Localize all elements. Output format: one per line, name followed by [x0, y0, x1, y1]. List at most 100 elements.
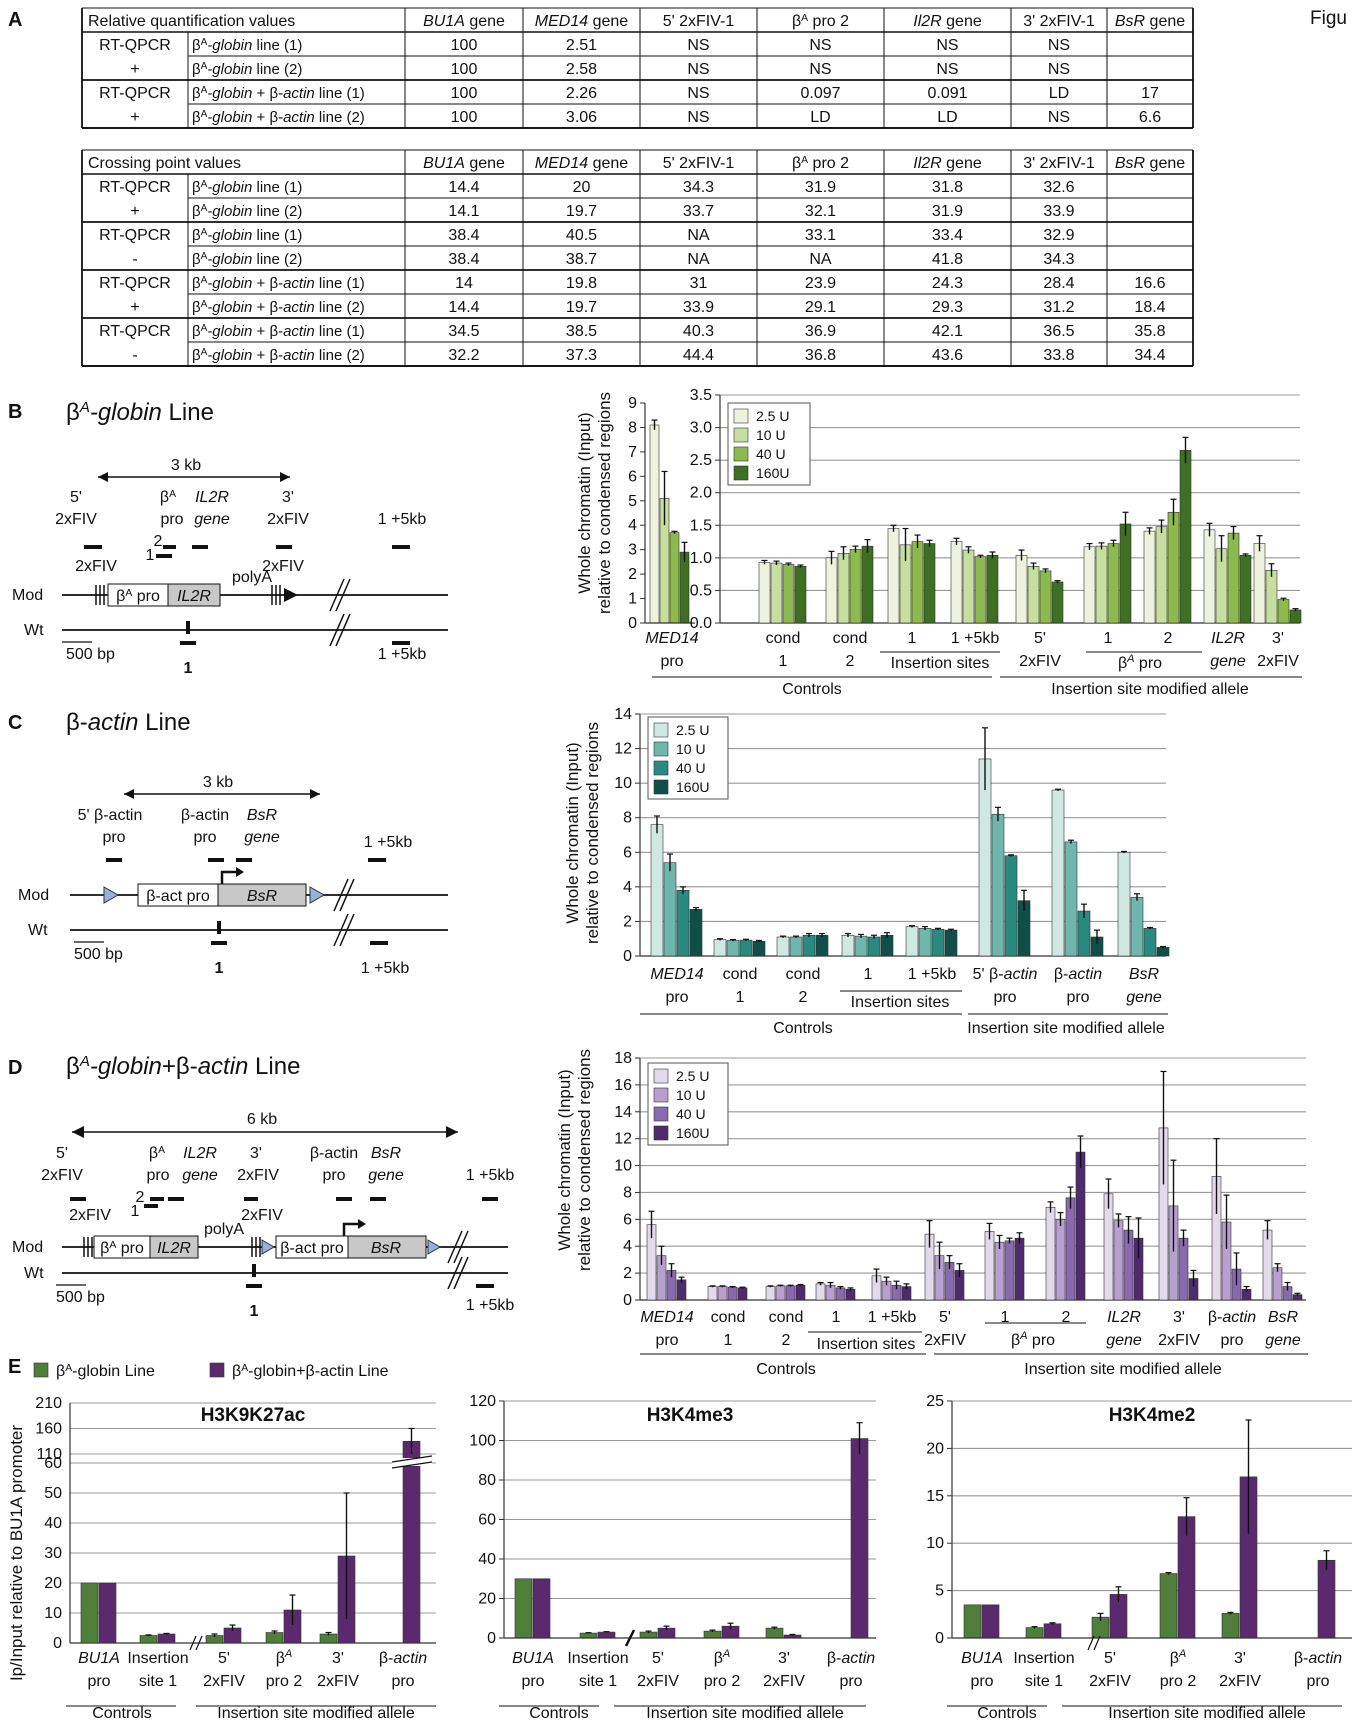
bar: [815, 1283, 826, 1301]
text-label: 1: [184, 660, 193, 677]
text-label: pro: [160, 511, 183, 528]
bar: [669, 532, 680, 624]
text-label: β-act pro: [280, 1240, 344, 1257]
group-label: Controls: [782, 681, 842, 698]
text-label: β-actin: [181, 807, 229, 824]
category-label: cond: [723, 966, 758, 983]
bar: [1065, 1197, 1076, 1301]
category-label: site 1: [1025, 1673, 1063, 1690]
category-label: BU1A: [78, 1650, 120, 1667]
legend-swatch: [209, 1362, 225, 1378]
tss-arrow: [220, 870, 240, 884]
tick-label: 1: [628, 591, 637, 608]
scale-bar-label: 500 bp: [56, 1289, 105, 1306]
tick-label: 25: [926, 1393, 944, 1410]
bar: [1039, 570, 1052, 624]
table-value-cell: 33.1: [805, 227, 836, 244]
text-label: 2xFIV: [41, 1167, 83, 1184]
text-label: gene: [368, 1167, 404, 1184]
table-header-cell: 3' 2xFIV-1: [1023, 155, 1095, 172]
bracket-label: Insertion sites: [891, 655, 990, 672]
tick-label: 5: [628, 493, 637, 510]
diagram-title: β-actin Line: [66, 709, 191, 736]
table-value-cell: NS: [687, 37, 709, 54]
break-mark: [447, 1256, 463, 1290]
diagram-title: βA-globin Line: [66, 399, 214, 427]
bar: [1027, 566, 1040, 624]
bar: [765, 1286, 776, 1301]
text-label: 5' β-actin: [78, 807, 143, 824]
text-label: pro: [102, 829, 125, 846]
category-label: pro 2: [704, 1673, 741, 1690]
tick-label: 20: [926, 1440, 944, 1457]
tick-label: 12: [614, 1131, 632, 1148]
mod-label: Mod: [18, 887, 49, 904]
category-label: 2xFIV: [1257, 653, 1299, 670]
table-value-cell: LD: [1049, 85, 1069, 102]
category-label: gene: [1106, 1332, 1142, 1349]
category-label: pro: [87, 1673, 110, 1690]
table-value-cell: NS: [809, 37, 831, 54]
text-label: 2: [136, 1189, 145, 1206]
table-value-cell: 100: [451, 109, 478, 126]
text-label: polyA: [204, 1221, 244, 1238]
tick-label: 210: [35, 1395, 62, 1412]
table-value-cell: 33.7: [683, 203, 714, 220]
break-mark: [339, 913, 355, 947]
bar: [1025, 1627, 1044, 1639]
tick-label: 6: [623, 844, 632, 861]
legend-label: 40 U: [676, 760, 706, 776]
table-value-cell: NS: [936, 37, 958, 54]
table-value-cell: 29.1: [805, 299, 836, 316]
table-value-cell: 34.3: [683, 179, 714, 196]
table-row-label: βA-globin + β-actin line (1): [192, 323, 365, 341]
bar: [835, 1287, 846, 1301]
bar: [676, 890, 690, 957]
bar: [795, 1284, 806, 1301]
table-value-cell: 33.9: [683, 299, 714, 316]
lox-triangle: [261, 1239, 275, 1255]
category-label: 2xFIV: [203, 1673, 245, 1690]
table-value-cell: 32.2: [448, 347, 479, 364]
table-value-cell: 41.8: [932, 251, 963, 268]
category-label: MED14: [645, 630, 698, 647]
category-label: 5': [1034, 630, 1046, 647]
text-label: 2: [154, 533, 163, 550]
bar: [703, 1630, 722, 1639]
bar: [849, 549, 862, 624]
bar: [1083, 546, 1096, 624]
tss-arrowhead: [358, 1219, 366, 1229]
table-row-label: βA-globin + β-actin line (1): [192, 275, 365, 293]
panel-label-d: D: [8, 1057, 22, 1079]
category-label: β-actin: [1208, 1309, 1256, 1326]
bar: [737, 1287, 748, 1301]
bar: [649, 424, 660, 624]
bar: [1167, 511, 1180, 624]
diagram-title: βA-globin+β-actin Line: [66, 1053, 300, 1081]
bar: [850, 1438, 869, 1639]
table-header-cell: Il2R gene: [913, 155, 982, 172]
table-value-cell: 36.8: [805, 347, 836, 364]
group-label: Insertion site modified allele: [217, 1705, 415, 1722]
table-value-cell: 20: [573, 179, 591, 196]
group-label: Insertion site modified allele: [1051, 681, 1249, 698]
tick-label: 14: [614, 1104, 632, 1121]
category-label: 2xFIV: [1219, 1673, 1261, 1690]
legend-label: 40 U: [676, 1106, 706, 1122]
table-value-cell: 40.5: [566, 227, 597, 244]
category-label: βA: [276, 1648, 293, 1667]
category-label: β-actin: [1294, 1650, 1342, 1667]
category-label: 3': [1272, 630, 1284, 647]
bar: [931, 928, 945, 957]
wt-label: Wt: [24, 1265, 44, 1282]
category-label: pro: [655, 1332, 678, 1349]
y-axis-label: relative to condensed regions: [575, 1049, 594, 1271]
tick-label: 4: [623, 1238, 632, 1255]
panel-label-e: E: [8, 1356, 21, 1378]
category-label: MED14: [650, 966, 703, 983]
legend-label: βA-globin+β-actin Line: [232, 1363, 389, 1381]
category-label: Insertion: [127, 1650, 188, 1667]
bar: [923, 543, 936, 624]
legend-swatch: [33, 1362, 49, 1378]
